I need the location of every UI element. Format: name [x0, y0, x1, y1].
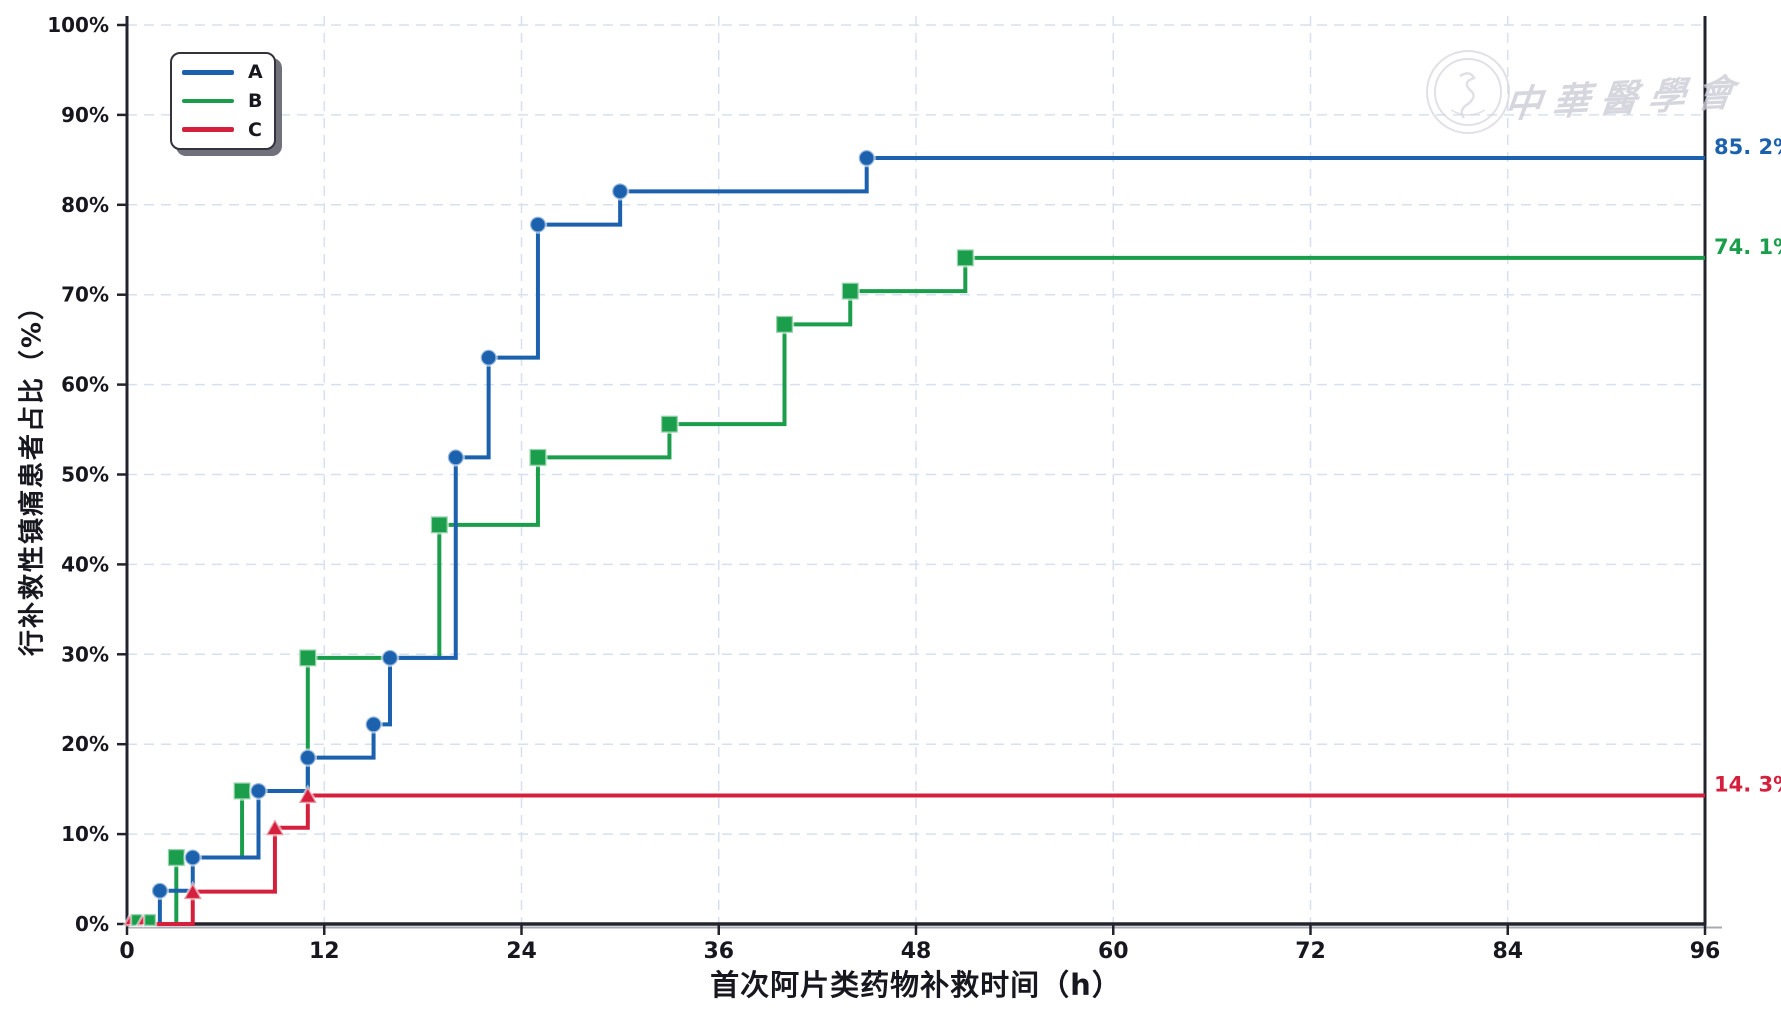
series-A-marker [249, 781, 268, 801]
y-tick-label: 40% [61, 552, 109, 576]
legend-line-c-icon [182, 127, 234, 132]
y-tick-label: 30% [61, 642, 109, 666]
series-A-marker [446, 448, 465, 467]
x-axis-title: 首次阿片类药物补救时间（h） [710, 968, 1122, 1002]
series-A-marker [298, 748, 318, 767]
x-tick-label: 48 [901, 939, 932, 964]
legend-label-a: A [248, 61, 263, 84]
series-A-marker [479, 348, 498, 367]
legend-label-b: B [248, 89, 263, 112]
legend-item-b: B [182, 90, 274, 112]
x-tick-label: 72 [1295, 939, 1326, 964]
legend-line-b-icon [182, 98, 234, 104]
y-tick-label: 60% [61, 373, 109, 397]
chart-legend: A B C [170, 52, 276, 150]
series-A-marker [150, 881, 170, 900]
series-C-marker [296, 784, 319, 805]
series-B-marker [142, 912, 158, 928]
series-B-marker [429, 515, 450, 535]
series-A-marker [364, 715, 383, 734]
legend-item-a: A [182, 61, 274, 83]
y-tick-label: 90% [61, 103, 109, 127]
series-A-marker [857, 148, 876, 168]
series-B-marker [840, 281, 860, 301]
y-tick-label: 70% [61, 283, 109, 307]
end-label-A: 85. 2% [1714, 135, 1781, 159]
series-B-marker [955, 248, 976, 268]
series-A-marker [380, 648, 400, 668]
x-tick-label: 12 [309, 939, 340, 964]
x-tick-label: 60 [1098, 939, 1129, 964]
x-tick-label: 0 [119, 939, 134, 964]
end-label-B: 74. 1% [1714, 235, 1781, 259]
series-B-marker [528, 447, 548, 468]
y-tick-label: 80% [61, 193, 109, 217]
legend-label-c: C [248, 118, 262, 141]
series-B-marker [659, 414, 680, 434]
x-tick-label: 84 [1492, 939, 1523, 964]
y-tick-label: 20% [61, 732, 109, 756]
series-C-marker [263, 816, 287, 837]
y-axis-title: 行补救性镇痛患者占比（%） [17, 291, 48, 657]
series-A-marker [183, 848, 202, 867]
y-tick-label: 100% [47, 13, 109, 37]
x-tick-label: 96 [1690, 939, 1721, 964]
legend-line-a-icon [182, 70, 234, 75]
x-tick-label: 24 [506, 939, 537, 964]
end-label-C: 14. 3% [1714, 772, 1781, 796]
y-tick-label: 10% [61, 822, 109, 846]
series-C-marker [181, 880, 204, 901]
series-A-marker [528, 215, 548, 234]
y-tick-label: 0% [75, 912, 109, 936]
series-B-marker [298, 648, 318, 668]
legend-item-c: C [182, 119, 274, 141]
x-tick-label: 36 [703, 939, 734, 964]
series-B-marker [232, 781, 252, 801]
series-B-marker [774, 314, 795, 335]
series-A-marker [610, 182, 630, 201]
series-B-marker [166, 847, 187, 868]
y-tick-label: 50% [61, 463, 109, 487]
